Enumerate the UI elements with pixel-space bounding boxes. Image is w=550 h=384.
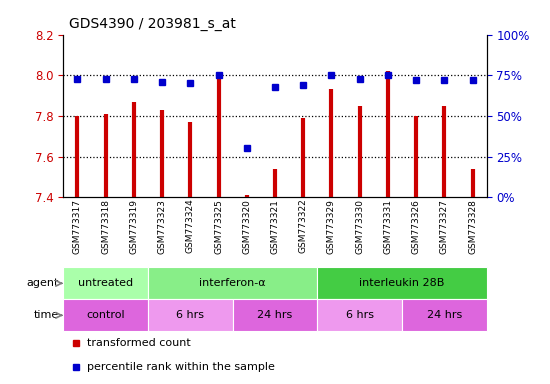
Text: 6 hrs: 6 hrs: [346, 310, 373, 320]
Text: untreated: untreated: [78, 278, 133, 288]
Bar: [317, 299, 402, 331]
Bar: [317, 267, 487, 299]
Text: transformed count: transformed count: [86, 338, 190, 348]
Text: 24 hrs: 24 hrs: [257, 310, 293, 320]
Text: 6 hrs: 6 hrs: [177, 310, 204, 320]
Bar: [148, 299, 233, 331]
Bar: [233, 299, 317, 331]
Text: 24 hrs: 24 hrs: [427, 310, 462, 320]
Text: time: time: [34, 310, 59, 320]
Bar: [402, 299, 487, 331]
Text: control: control: [86, 310, 125, 320]
Text: GDS4390 / 203981_s_at: GDS4390 / 203981_s_at: [69, 17, 235, 31]
Text: percentile rank within the sample: percentile rank within the sample: [86, 362, 274, 372]
Text: interferon-α: interferon-α: [199, 278, 266, 288]
Text: interleukin 28B: interleukin 28B: [359, 278, 445, 288]
Bar: [148, 267, 317, 299]
Bar: [63, 267, 148, 299]
Text: agent: agent: [26, 278, 59, 288]
Bar: [63, 299, 148, 331]
